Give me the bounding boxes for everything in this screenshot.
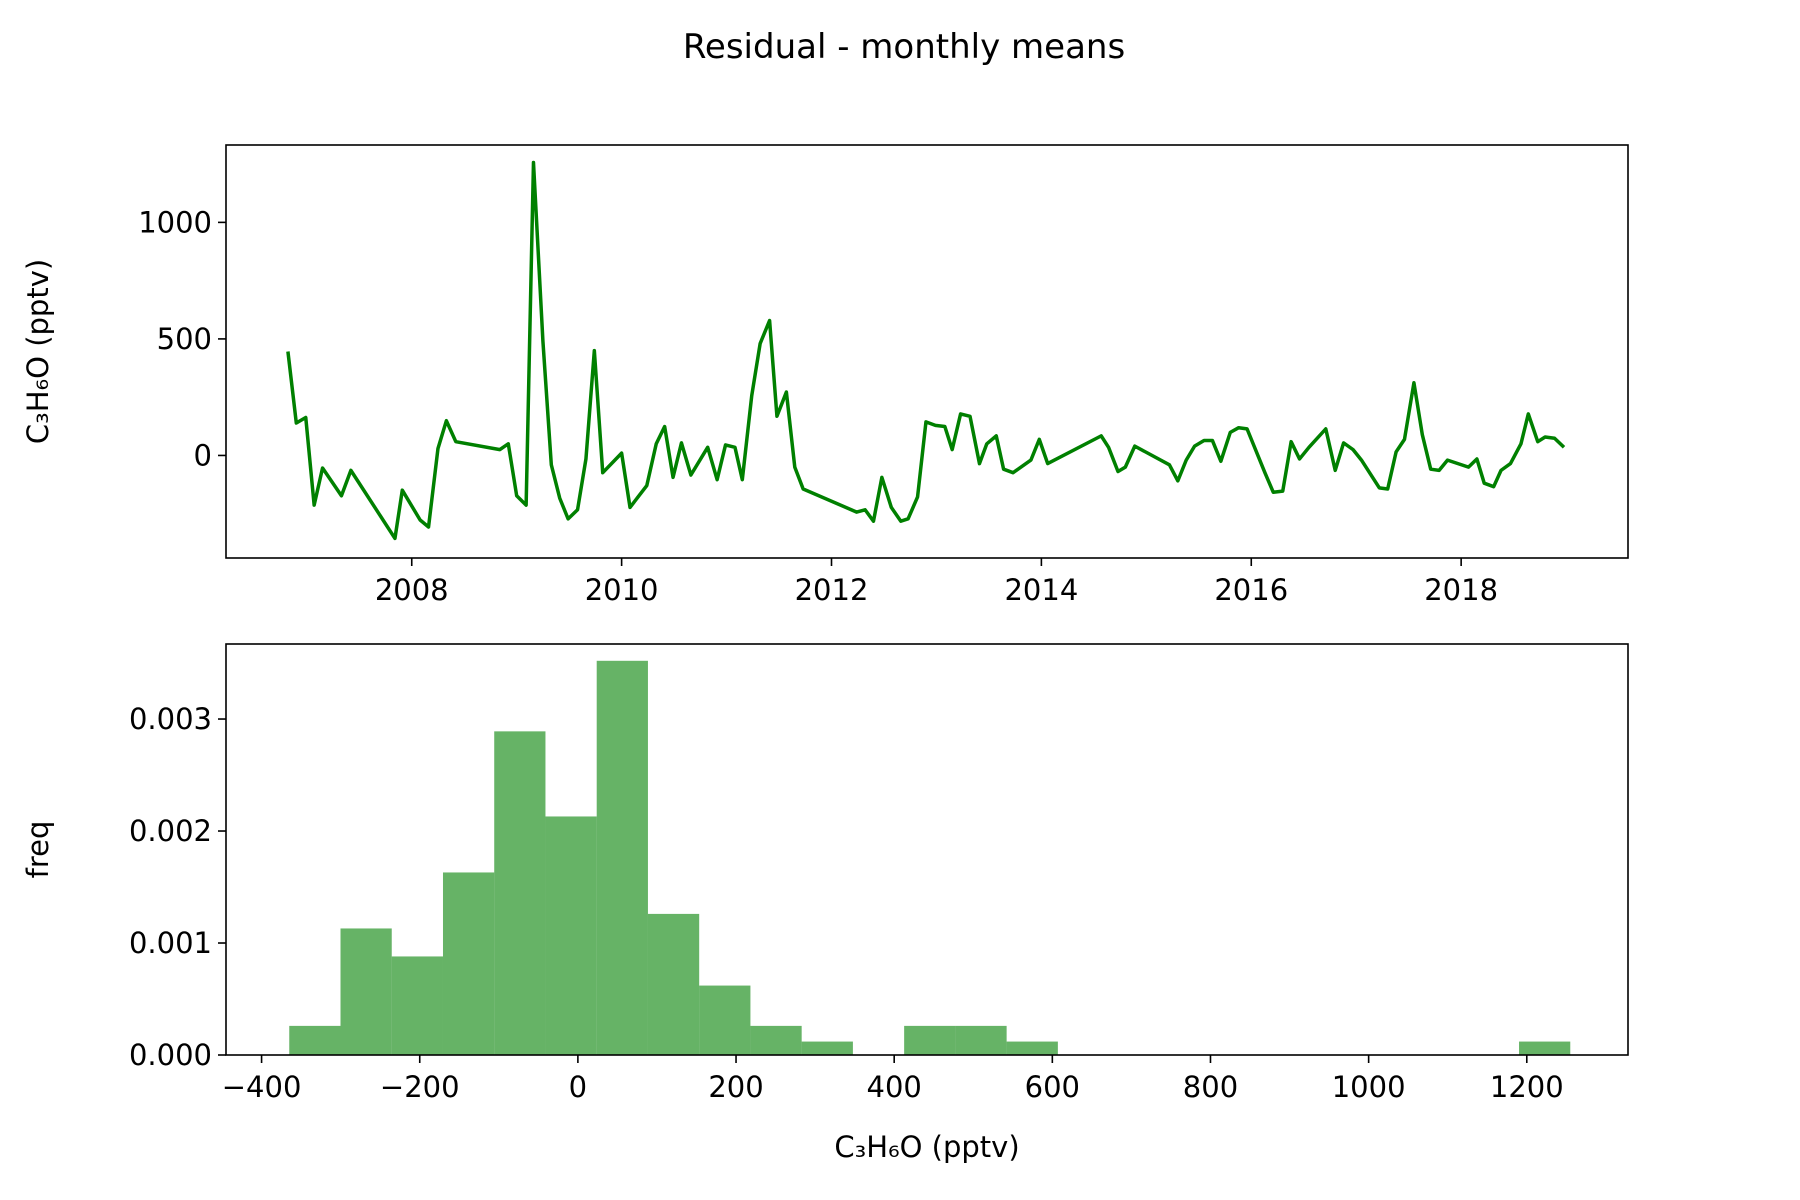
x-tick-label: 2012 <box>795 573 869 607</box>
histogram-bar <box>289 1025 341 1055</box>
axes-frame <box>225 643 1629 1056</box>
y-tick-label: 500 <box>157 322 212 356</box>
histogram-bar <box>391 956 443 1055</box>
y-tick-label: 0.002 <box>129 814 212 848</box>
histogram-bar <box>545 816 597 1055</box>
histogram-bar <box>1006 1041 1058 1055</box>
y-tick-label: 0.000 <box>129 1038 212 1072</box>
x-tick-label: 200 <box>708 1070 763 1104</box>
data-line <box>286 160 1566 541</box>
x-tick-label: 2008 <box>375 573 449 607</box>
x-tick-label: 2010 <box>585 573 659 607</box>
y-axis-label: freq <box>21 821 55 879</box>
histogram-bar <box>494 731 546 1055</box>
histogram-bar <box>442 872 495 1055</box>
y-tick-label: 0.001 <box>129 926 212 960</box>
x-tick-label: 800 <box>1183 1070 1238 1104</box>
figure-title: Residual - monthly means <box>683 27 1125 67</box>
histogram-bar <box>340 928 392 1055</box>
x-tick-label: 400 <box>867 1070 922 1104</box>
x-tick-label: 0 <box>569 1070 587 1104</box>
y-tick-label: 0 <box>194 438 212 472</box>
histogram-bar <box>801 1041 853 1055</box>
x-axis-label: C₃H₆O (pptv) <box>834 1130 1019 1164</box>
y-axis-label: C₃H₆O (pptv) <box>21 259 55 444</box>
histogram-bar <box>699 985 751 1055</box>
histogram-bar <box>955 1025 1007 1055</box>
x-tick-label: 2014 <box>1004 573 1078 607</box>
x-tick-label: 1000 <box>1332 1070 1406 1104</box>
x-tick-label: 2018 <box>1424 573 1498 607</box>
y-tick-label: 1000 <box>138 205 212 239</box>
x-tick-label: 600 <box>1025 1070 1080 1104</box>
histogram-bar <box>904 1025 956 1055</box>
y-tick-label: 0.003 <box>129 702 212 736</box>
x-tick-label: −400 <box>222 1070 302 1104</box>
axes-frame <box>225 144 1629 559</box>
x-tick-label: 2016 <box>1214 573 1288 607</box>
histogram-bar <box>1519 1041 1571 1055</box>
x-tick-label: −200 <box>380 1070 460 1104</box>
histogram-bar <box>750 1025 802 1055</box>
x-tick-label: 1200 <box>1490 1070 1564 1104</box>
histogram-bar <box>596 660 648 1055</box>
histogram-bar <box>647 913 700 1055</box>
